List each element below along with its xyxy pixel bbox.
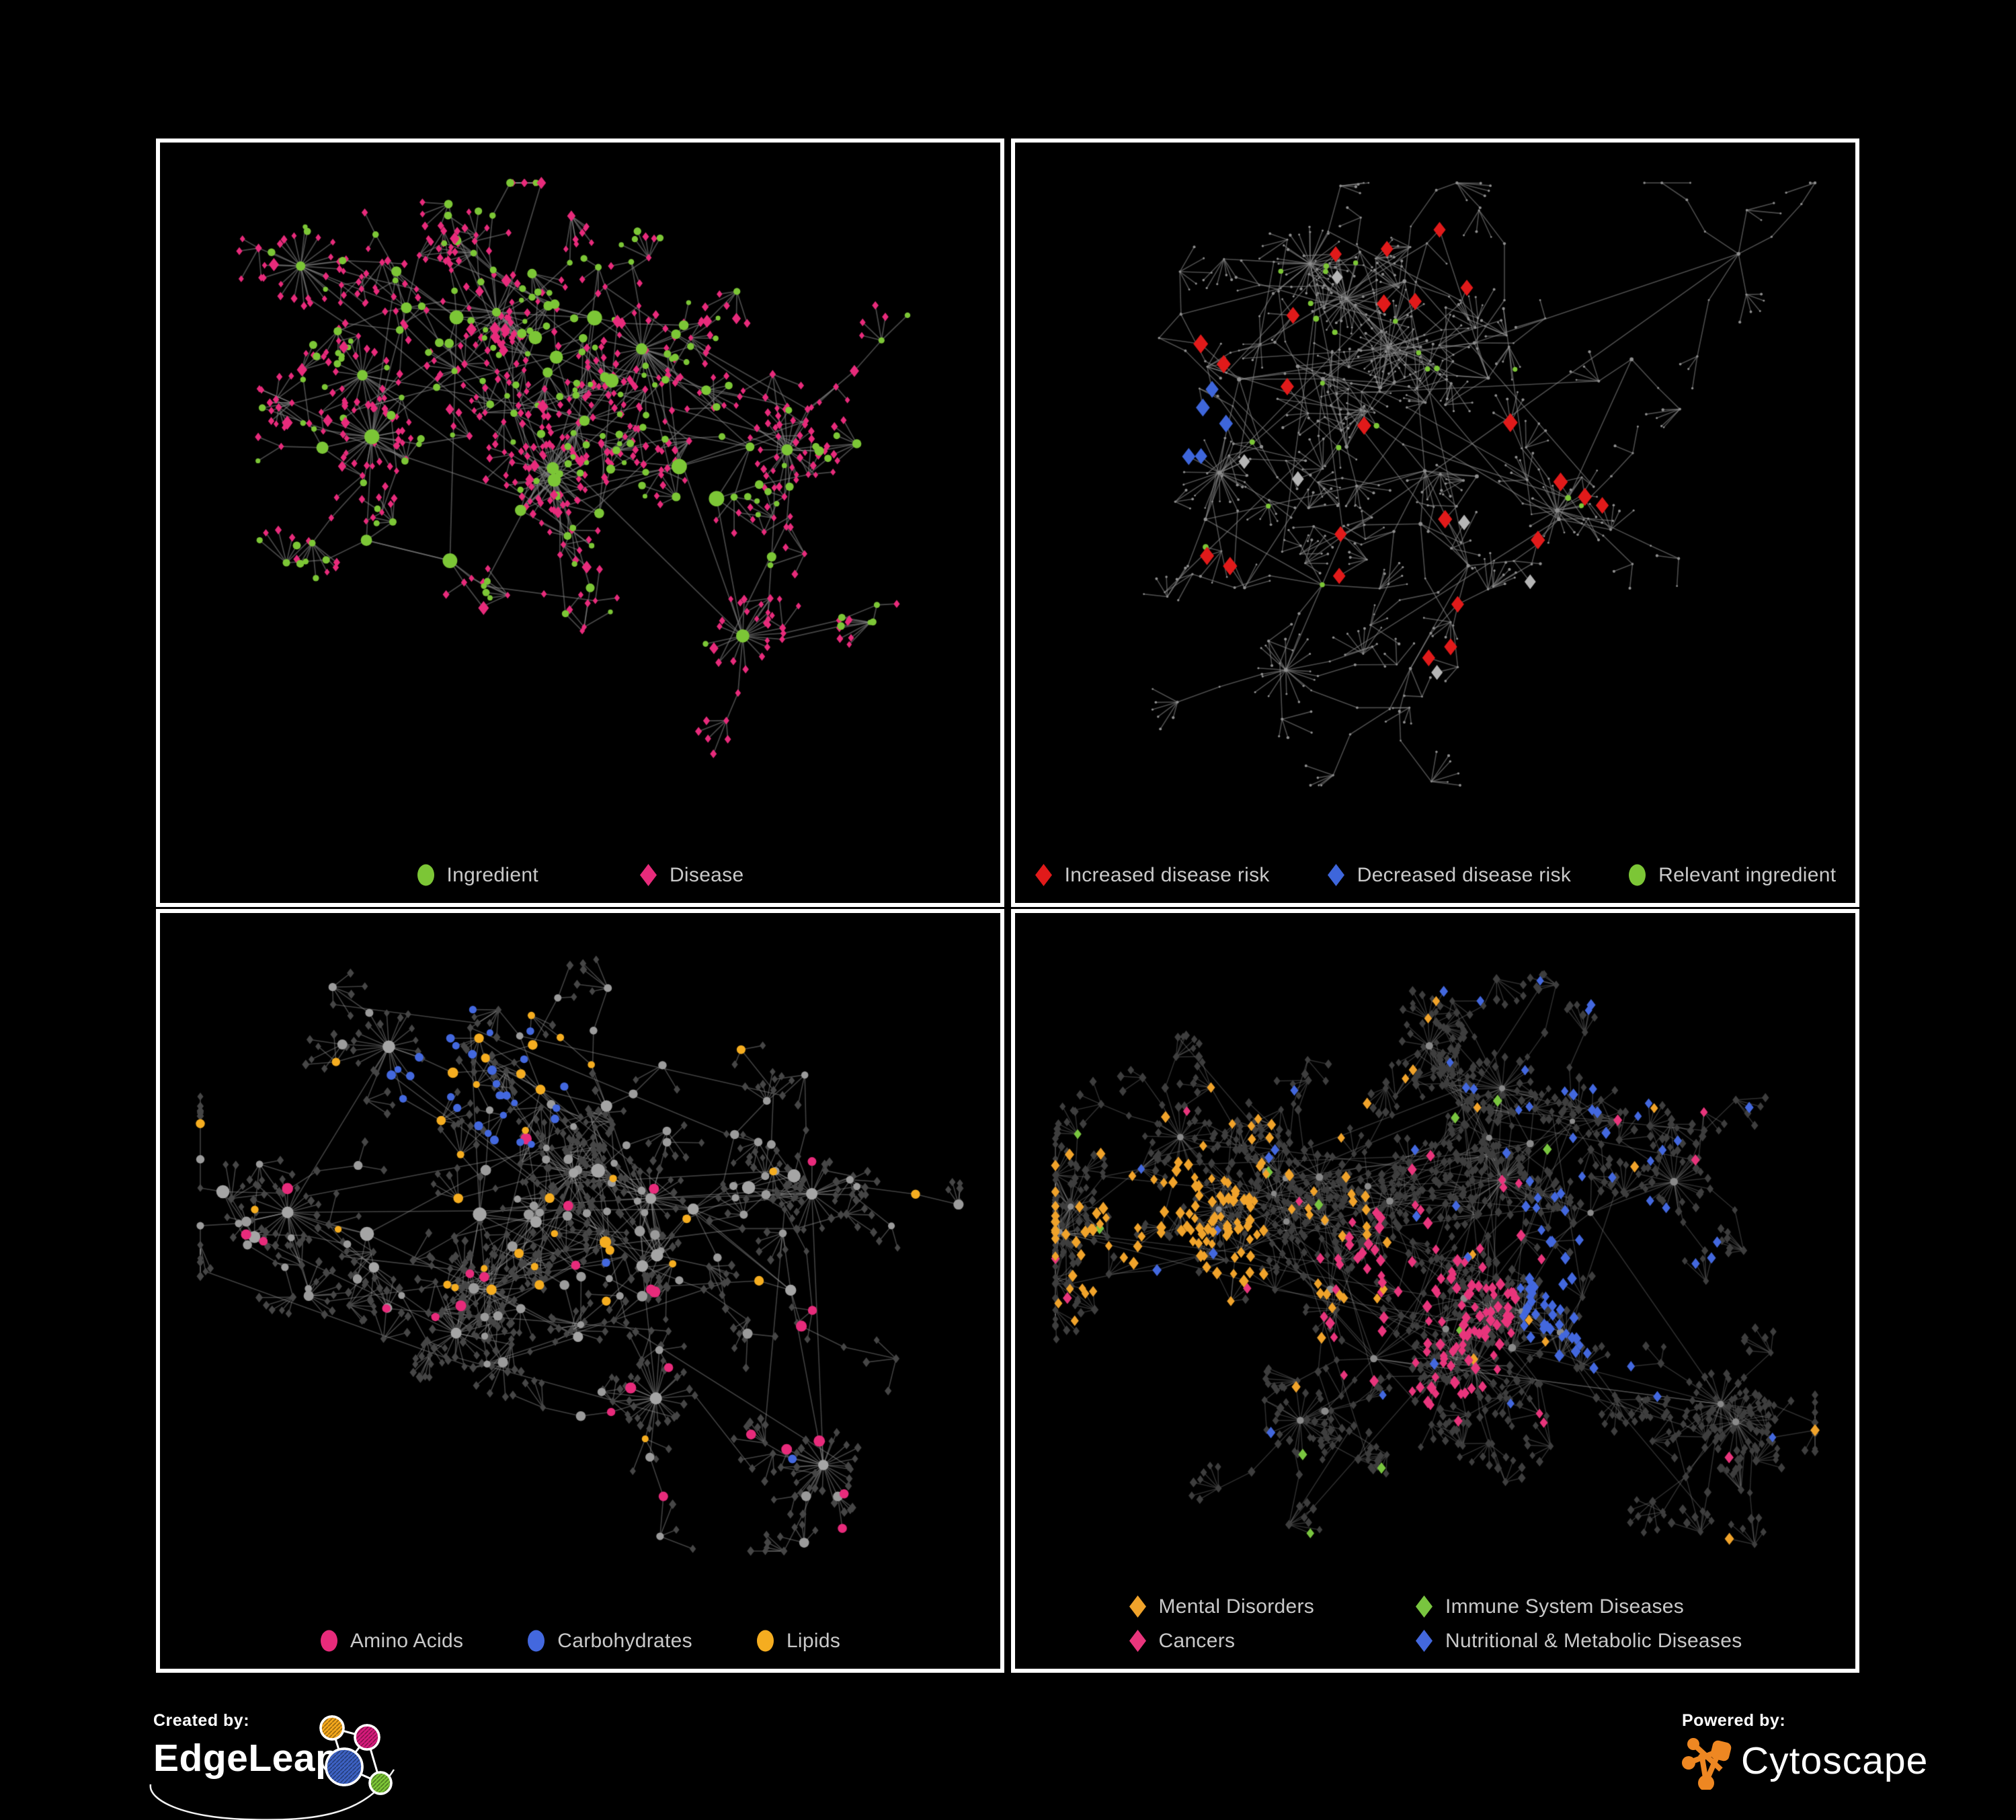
legend-ingredient-disease: Ingredient Disease — [160, 863, 1000, 887]
legend-label: Decreased disease risk — [1357, 863, 1572, 886]
legend-marker-diamond-icon — [1416, 1630, 1433, 1652]
legend-marker-circle-icon — [1629, 864, 1646, 886]
legend-marker-diamond-icon — [1416, 1595, 1433, 1618]
network-graph-disease-categories — [1015, 913, 1855, 1669]
legend-disease-categories: Mental Disorders Immune System Diseases Ca… — [1015, 1595, 1855, 1653]
cytoscape-logo-icon — [1682, 1738, 1732, 1790]
legend-marker-diamond-icon — [1129, 1630, 1146, 1652]
legend-label: Cancers — [1158, 1629, 1236, 1652]
legend-marker-circle-icon — [417, 864, 434, 886]
legend-disease-risk: Increased disease risk Decreased disease … — [1015, 863, 1855, 887]
legend-label: Amino Acids — [350, 1629, 464, 1652]
legend-label: Disease — [669, 863, 744, 886]
powered-by-label: Powered by: — [1682, 1711, 1786, 1730]
created-by-label: Created by: — [153, 1711, 250, 1730]
legend-marker-diamond-icon — [1129, 1595, 1146, 1618]
edgeleap-logo-icon — [319, 1715, 393, 1795]
cytoscape-brand-text: Cytoscape — [1741, 1739, 1929, 1782]
legend-label: Immune System Diseases — [1445, 1595, 1685, 1618]
created-by-logo: Created by: EdgeLeap — [149, 1711, 436, 1820]
legend-marker-circle-icon — [320, 1630, 337, 1652]
legend-item-disease: Disease — [639, 863, 743, 887]
legend-item-decreased-disease-risk: Decreased disease risk — [1327, 863, 1571, 887]
powered-by-logo: Powered by: Cytoscape — [1682, 1711, 1991, 1798]
panel-ingredient-disease-network: Ingredient Disease — [156, 139, 1004, 907]
legend-label: Relevant ingredient — [1658, 863, 1837, 886]
legend-item-amino-acids: Amino Acids — [320, 1629, 463, 1653]
network-graph-ingredient-disease — [160, 143, 1000, 903]
panel-disease-risk-network: Increased disease risk Decreased disease … — [1011, 139, 1859, 907]
legend-item-cancers: Cancers — [1129, 1629, 1315, 1653]
legend-item-ingredient: Ingredient — [417, 863, 538, 887]
legend-marker-circle-icon — [756, 1630, 774, 1652]
network-graph-disease-risk — [1015, 143, 1855, 903]
legend-marker-diamond-icon — [1035, 864, 1052, 886]
legend-item-mental-disorders: Mental Disorders — [1129, 1595, 1315, 1618]
legend-label: Increased disease risk — [1064, 863, 1270, 886]
panel-macronutrients-network: Amino Acids Carbohydrates Lipids — [156, 909, 1004, 1673]
legend-label: Nutritional & Metabolic Diseases — [1445, 1629, 1742, 1652]
legend-item-lipids: Lipids — [756, 1629, 840, 1653]
network-graph-macronutrients — [160, 913, 1000, 1669]
legend-marker-diamond-icon — [1327, 864, 1344, 886]
legend-label: Ingredient — [446, 863, 538, 886]
legend-item-relevant-ingredient: Relevant ingredient — [1628, 863, 1836, 887]
panel-disease-categories-network: Mental Disorders Immune System Diseases Ca… — [1011, 909, 1859, 1673]
legend-item-nutritional-metabolic-diseases: Nutritional & Metabolic Diseases — [1415, 1629, 1742, 1653]
legend-label: Mental Disorders — [1158, 1595, 1315, 1618]
legend-item-immune-system-diseases: Immune System Diseases — [1415, 1595, 1742, 1618]
legend-marker-diamond-icon — [639, 864, 657, 886]
legend-label: Carbohydrates — [557, 1629, 692, 1652]
legend-label: Lipids — [786, 1629, 841, 1652]
legend-marker-circle-icon — [528, 1630, 545, 1652]
legend-item-increased-disease-risk: Increased disease risk — [1035, 863, 1270, 887]
legend-macronutrients: Amino Acids Carbohydrates Lipids — [160, 1629, 1000, 1653]
legend-item-carbohydrates: Carbohydrates — [527, 1629, 692, 1653]
